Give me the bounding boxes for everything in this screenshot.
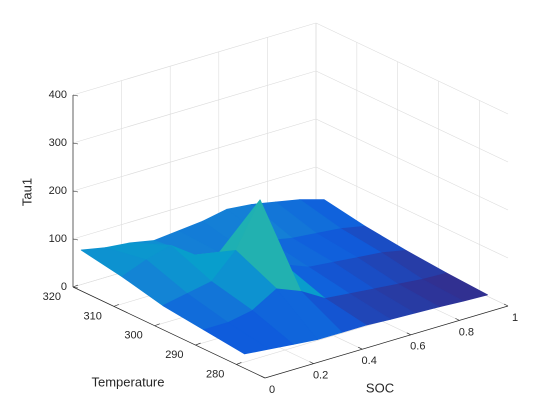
surface [80,199,488,355]
y-tick-label: 280 [206,368,224,380]
x-tick [260,375,266,379]
x-tick-label: 0.8 [459,326,474,338]
z-tick [72,190,79,193]
surface-patch [203,322,270,355]
x-tick-label: 0.4 [362,355,377,367]
z-tick [72,94,79,97]
z-grid-line [72,118,317,192]
x-tick-label: 0 [269,384,275,396]
y-tick-label: 300 [124,330,142,342]
y-tick-label: 310 [83,310,101,322]
z-grid-line [315,166,509,259]
axes: 010020030040028029030031032000.20.40.60.… [43,89,518,396]
z-grid-line [315,118,509,211]
z-axis-label: Tau1 [19,178,34,206]
y-tick-label: 320 [43,291,61,303]
y-tick [195,342,201,346]
z-tick-label: 300 [49,137,67,149]
z-grid-line [315,70,509,163]
x-tick [309,361,314,364]
z-tick-label: 200 [49,185,67,197]
z-tick-label: 100 [49,233,67,245]
z-tick [72,286,79,289]
y-axis-label: Temperature [92,374,165,389]
y-tick [236,362,242,365]
x-tick [455,318,460,321]
y-tick [113,304,119,307]
z-grid-line [72,166,317,240]
x-tick [406,332,411,336]
x-tick [503,303,509,307]
x-tick [358,346,363,350]
z-grid-line [315,22,509,115]
x-axis [264,305,509,379]
x-tick-label: 0.6 [410,341,425,353]
y-tick [154,323,160,327]
y-axis [72,286,266,379]
z-tick [72,142,79,145]
z-grid-line [72,22,317,96]
x-axis-label: SOC [366,380,394,395]
y-tick [72,284,79,288]
z-tick [72,238,79,241]
x-tick-label: 0.2 [313,370,328,382]
y-tick-label: 290 [165,349,183,361]
z-tick-label: 400 [49,89,67,101]
z-tick-label: 0 [61,281,67,293]
z-grid-line [72,70,317,144]
x-tick-label: 1 [512,312,518,324]
